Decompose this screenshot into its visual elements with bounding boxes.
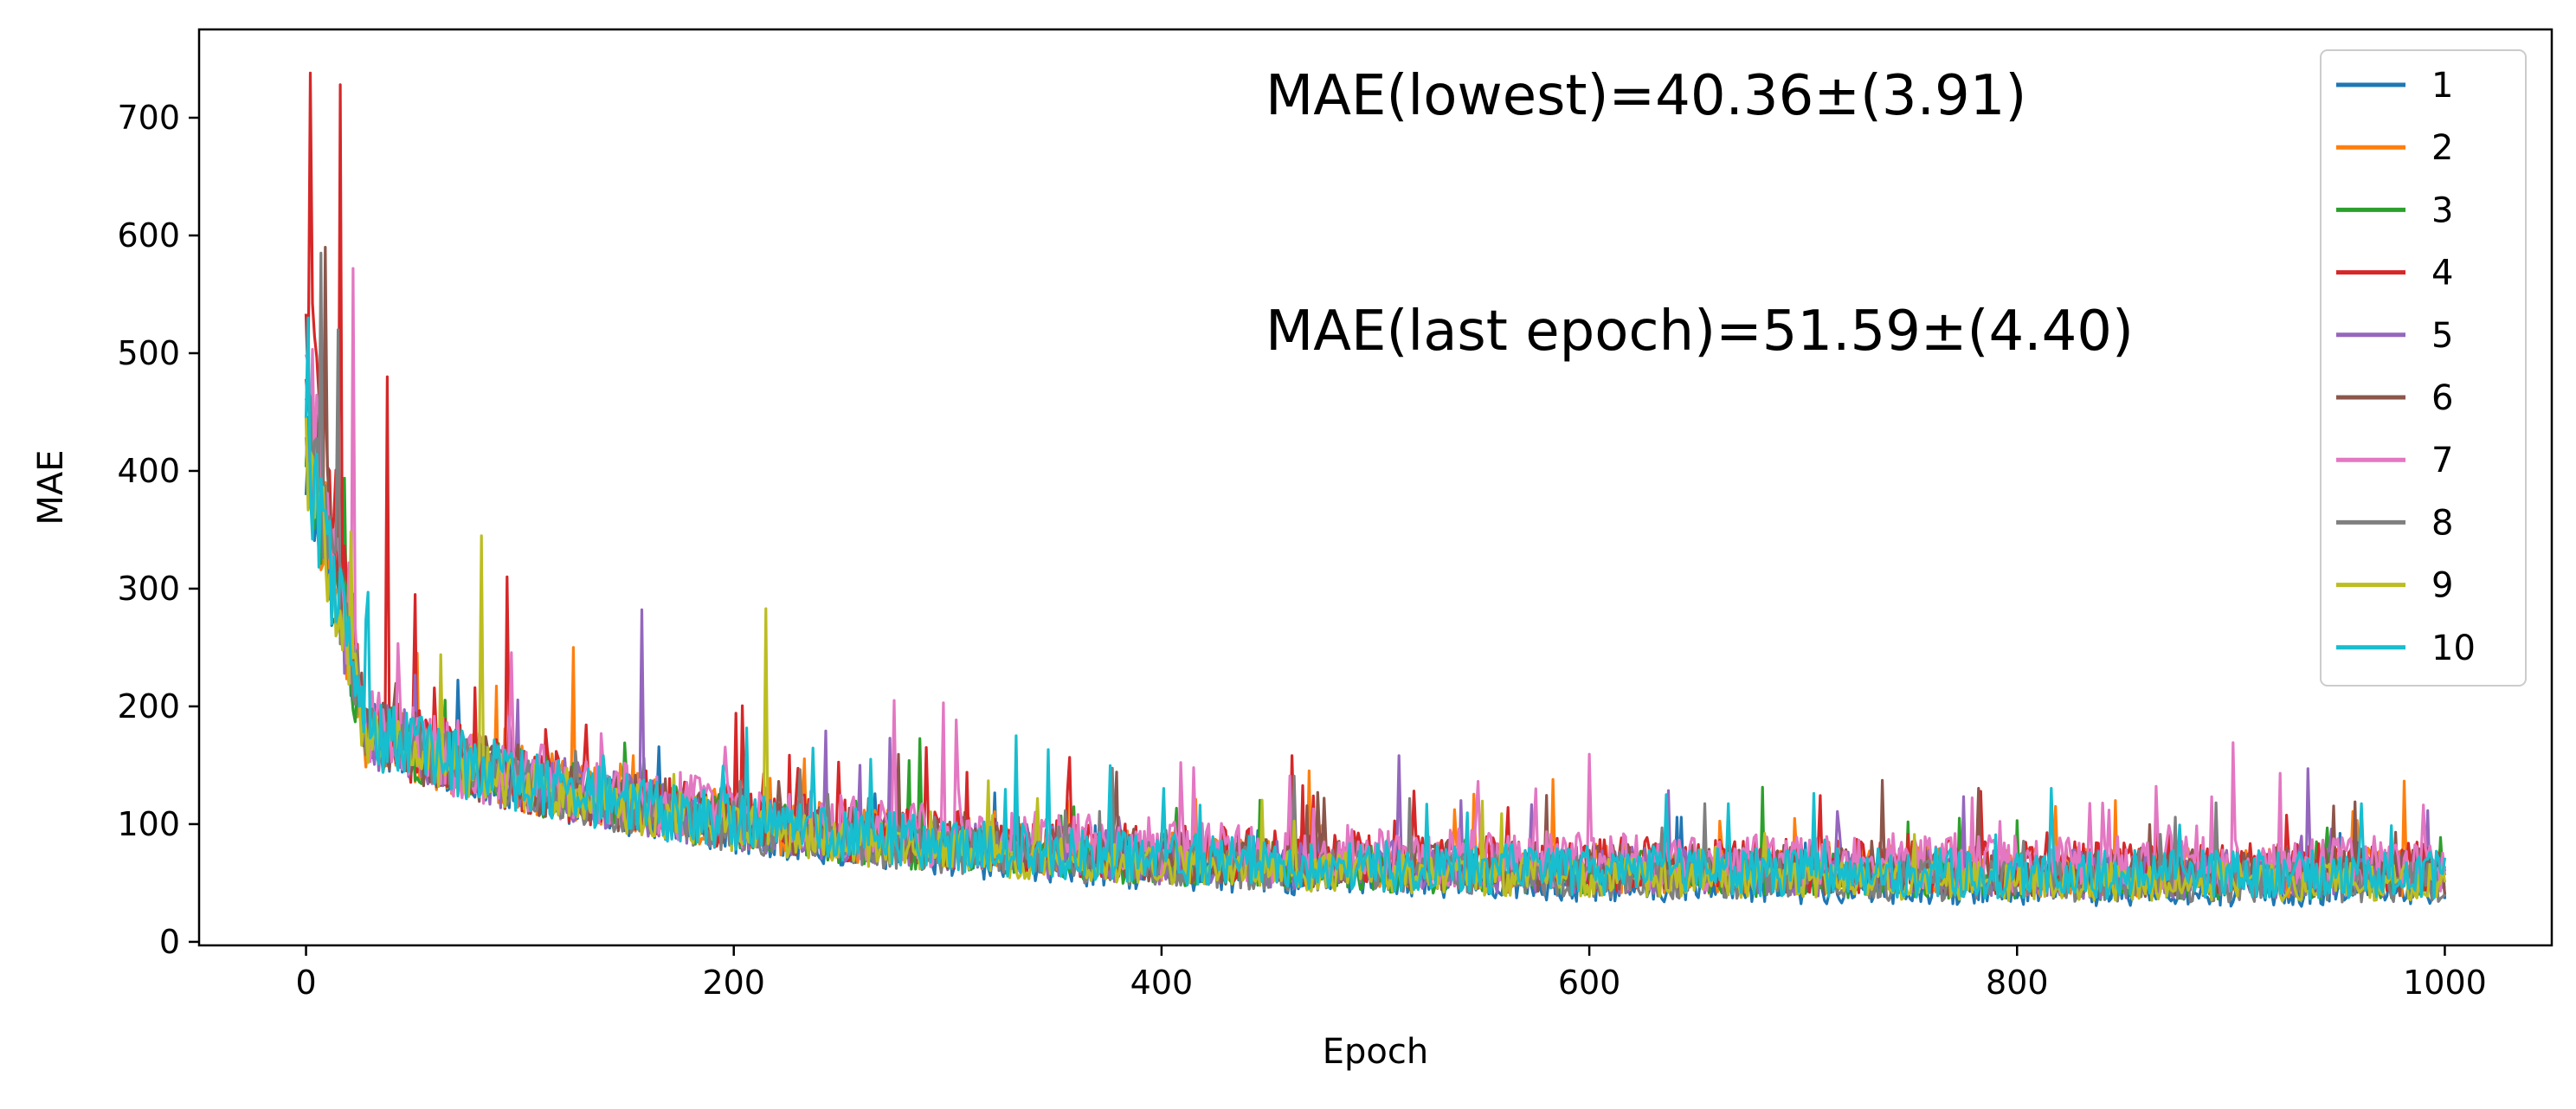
series-layer: [304, 71, 2447, 908]
x-tick-label: 200: [702, 964, 765, 1002]
y-tick-label: 600: [117, 216, 180, 255]
y-tick-label: 400: [117, 452, 180, 490]
legend-label-7: 7: [2431, 441, 2453, 480]
legend-label-4: 4: [2431, 254, 2453, 293]
series-line-10: [304, 316, 2447, 900]
legend-label-8: 8: [2431, 503, 2453, 543]
y-tick-label: 0: [159, 923, 180, 961]
x-tick-label: 0: [295, 964, 316, 1002]
legend-label-10: 10: [2431, 629, 2476, 668]
legend: 1 2 3 4 5 6 7 8 9 10: [2320, 49, 2527, 687]
annotation-last-epoch: MAE(last epoch)=51.59±(4.40): [1265, 300, 2134, 364]
plot-frame: [197, 28, 2553, 947]
tick-layer: 0 200 400 600 800 1000 0 100 200 300 400 500 600 700: [117, 99, 2486, 1002]
y-tick-label: 300: [117, 570, 180, 608]
legend-label-9: 9: [2431, 566, 2453, 606]
x-tick-label: 800: [1986, 964, 2049, 1002]
legend-label-1: 1: [2431, 66, 2453, 106]
y-tick-label: 700: [117, 99, 180, 137]
legend-label-3: 3: [2431, 190, 2453, 230]
y-tick-label: 200: [117, 687, 180, 725]
x-tick-label: 1000: [2403, 964, 2487, 1002]
x-axis-label: Epoch: [1323, 1032, 1428, 1072]
legend-label-5: 5: [2431, 316, 2453, 356]
legend-label-2: 2: [2431, 128, 2453, 168]
x-tick-label: 600: [1558, 964, 1621, 1002]
legend-label-6: 6: [2431, 378, 2453, 418]
y-tick-label: 500: [117, 334, 180, 372]
y-axis-label: MAE: [31, 449, 71, 525]
annotation-lowest: MAE(lowest)=40.36±(3.91): [1265, 64, 2026, 128]
y-tick-label: 100: [117, 805, 180, 843]
x-tick-label: 400: [1130, 964, 1194, 1002]
